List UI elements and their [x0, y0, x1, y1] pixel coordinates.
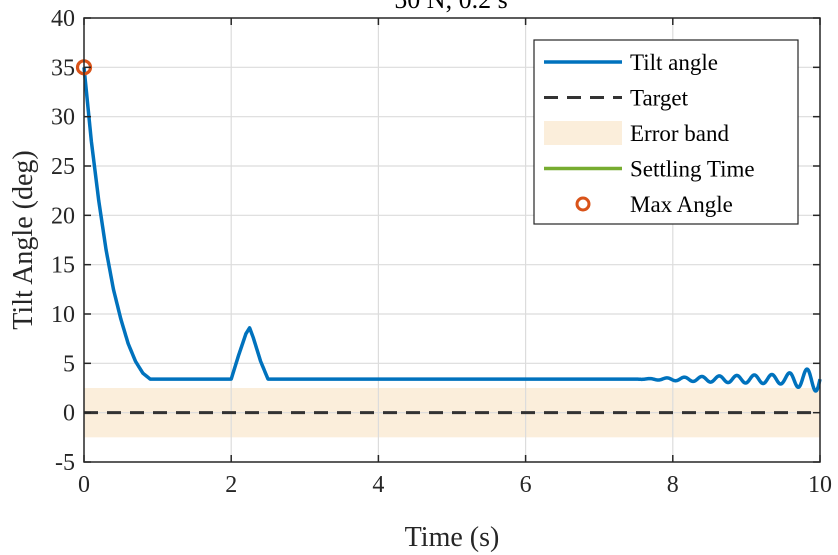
- x-tick-label: 6: [520, 472, 532, 498]
- tilt-angle-line: [82, 67, 822, 393]
- legend-label: Tilt angle: [630, 50, 718, 75]
- x-tick-label: 2: [225, 472, 237, 498]
- legend-item: Error band: [544, 121, 729, 146]
- legend-item: Max Angle: [575, 192, 733, 217]
- y-tick-label: 5: [63, 351, 75, 377]
- legend: Tilt angle Target Error band Settling Time M…: [533, 39, 799, 225]
- x-tick-label: 4: [372, 472, 384, 498]
- x-tick-label: 0: [78, 472, 90, 498]
- legend-item: Settling Time: [544, 157, 755, 182]
- y-tick-label: 35: [51, 55, 75, 81]
- y-tick-label: 30: [51, 105, 75, 131]
- x-tick-label: 10: [808, 472, 832, 498]
- y-tick-label: 25: [51, 154, 75, 180]
- chart-title: 50 N, 0.2 s: [394, 0, 507, 14]
- legend-swatch: [544, 121, 622, 145]
- legend-label: Target: [630, 86, 689, 111]
- y-tick-label: 40: [51, 6, 75, 32]
- legend-label: Max Angle: [630, 192, 733, 217]
- legend-swatch: [575, 196, 591, 212]
- y-tick-label: 10: [51, 302, 75, 328]
- legend-item: Tilt angle: [544, 50, 718, 75]
- legend-item: Target: [544, 86, 689, 111]
- y-tick-label: 20: [51, 203, 75, 229]
- x-axis-label: Time (s): [405, 522, 500, 553]
- x-tick-label: 8: [667, 472, 679, 498]
- y-tick-label: 0: [63, 401, 75, 427]
- y-tick-label: 15: [51, 253, 75, 279]
- legend-label: Settling Time: [630, 157, 755, 182]
- y-tick-label: -5: [55, 450, 75, 476]
- y-axis-label: Tilt Angle (deg): [8, 150, 39, 329]
- legend-label: Error band: [630, 121, 729, 146]
- axes-box: [83, 17, 821, 463]
